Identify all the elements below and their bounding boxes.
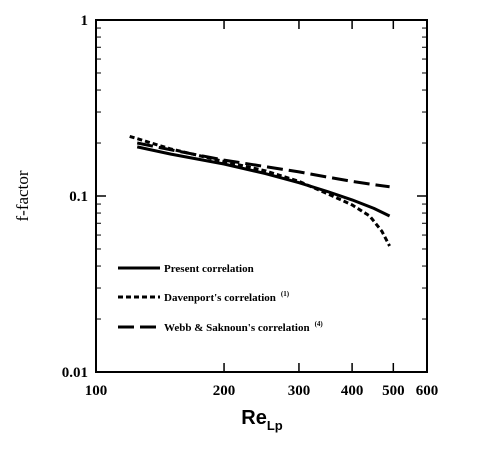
legend-label-2: Davenport's correlation (1)	[164, 290, 290, 304]
axis-tick-labels: 100 200 300 400 500 600 0.01 0.1 1	[62, 13, 439, 399]
y-axis-title: f-factor	[13, 170, 32, 221]
y-tick-label: 0.1	[69, 189, 88, 205]
x-tick-label: 100	[85, 383, 108, 399]
legend-label-1: Present correlation	[164, 263, 254, 275]
axis-ticks	[95, 19, 428, 373]
legend: Present correlation Davenport's correlati…	[118, 263, 323, 334]
x-axis-title-main: Re	[241, 407, 267, 429]
series-line-1	[136, 145, 391, 218]
plot-frame	[95, 19, 428, 373]
legend-label-3: Webb & Saknoun's correlation (4)	[164, 320, 323, 334]
series-line-3	[136, 141, 390, 189]
y-tick-label: 0.01	[62, 365, 88, 381]
x-tick-label: 400	[341, 383, 364, 399]
x-axis-title: ReLp	[241, 407, 283, 433]
x-tick-label: 600	[416, 383, 439, 399]
x-tick-label: 300	[288, 383, 311, 399]
x-tick-label: 200	[213, 383, 236, 399]
y-tick-label: 1	[81, 13, 89, 29]
x-tick-label: 500	[382, 383, 405, 399]
series-lines	[129, 134, 391, 247]
x-axis-title-subscript: Lp	[267, 418, 283, 433]
